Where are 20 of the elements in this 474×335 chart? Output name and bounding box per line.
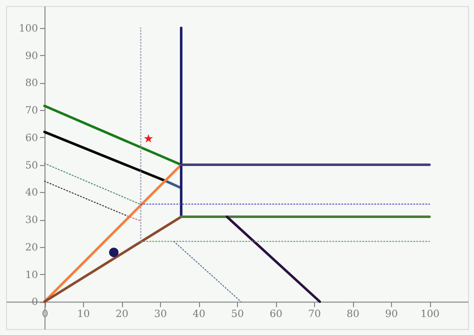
y-tick-label: 50 [25,160,38,172]
y-tick-label: 30 [25,215,38,226]
x-tick-label: 70 [308,309,321,320]
y-tick-label: 100 [18,23,38,34]
x-tick-label: 60 [270,309,282,320]
y-tick-label: 80 [25,78,38,90]
x-tick-label: 90 [385,309,398,320]
x-tick-label: 50 [231,309,244,320]
y-tick-label: 10 [25,270,38,281]
y-tick-label: 70 [25,106,38,117]
y-tick-label: 40 [25,188,38,199]
x-tick-label: 40 [192,309,206,320]
y-tick-label: 20 [25,242,38,254]
y-tick-label: 90 [25,50,38,62]
x-tick-label: 10 [77,309,90,320]
x-tick-label: 30 [154,309,167,320]
x-tick-label: 80 [346,309,360,320]
x-tick-label: 100 [420,309,440,320]
y-tick-label: 60 [25,132,38,144]
x-tick-label: 20 [116,309,128,320]
